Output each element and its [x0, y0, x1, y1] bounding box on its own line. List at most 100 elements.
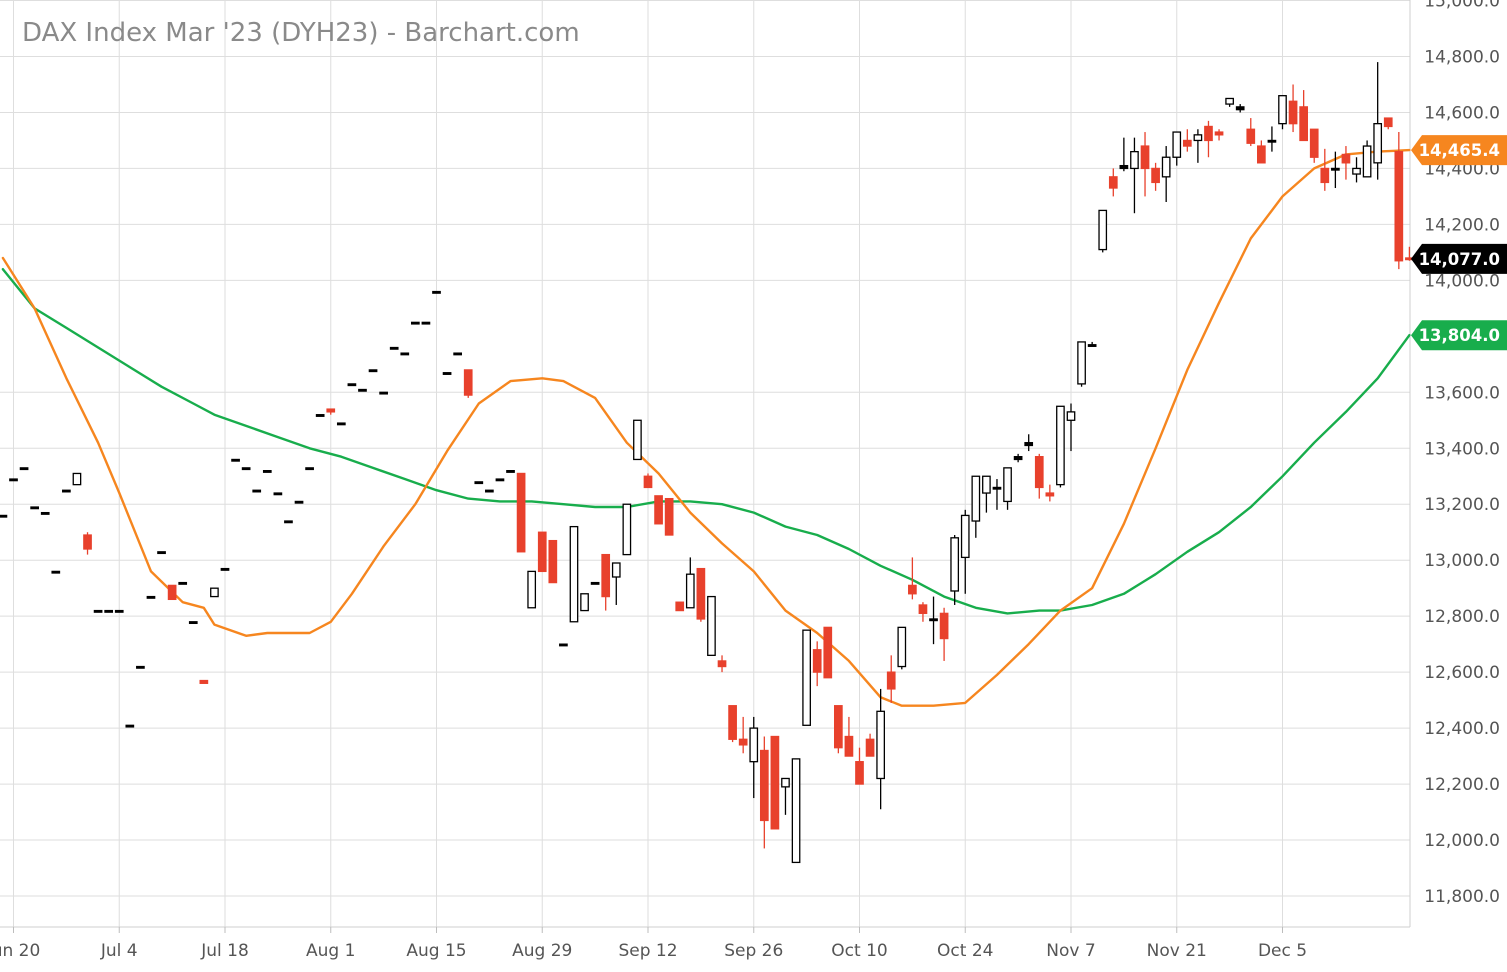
candle — [876, 688, 886, 810]
x-tick-label: Oct 24 — [937, 941, 993, 961]
candle — [749, 716, 759, 799]
candle — [1130, 137, 1139, 214]
candle — [1045, 484, 1055, 502]
candle — [51, 570, 61, 574]
candle — [305, 467, 314, 471]
y-tick-label: 12,800.0 — [1424, 607, 1500, 627]
candle — [1056, 405, 1065, 488]
candle — [506, 470, 515, 473]
y-tick-label: 12,400.0 — [1424, 719, 1500, 739]
candle — [1394, 132, 1404, 270]
chart-title: DAX Index Mar '23 (DYH23) - Barchart.com — [22, 18, 580, 48]
y-tick-label: 13,200.0 — [1424, 495, 1500, 515]
candle — [590, 581, 600, 585]
candle — [696, 567, 706, 622]
candle — [1172, 131, 1182, 166]
candle — [157, 551, 166, 555]
y-tick-label: 14,600.0 — [1424, 103, 1500, 123]
candle — [136, 665, 145, 669]
candle — [421, 321, 431, 325]
candle — [537, 531, 547, 573]
candle — [1278, 95, 1287, 130]
ema-fast-line — [1, 148, 1411, 707]
candle — [1140, 132, 1150, 197]
candle — [1235, 104, 1245, 113]
candle — [358, 388, 367, 392]
candle — [770, 735, 780, 830]
candle — [210, 587, 219, 598]
y-tick-label: 14,800.0 — [1424, 48, 1500, 68]
candle — [252, 489, 262, 493]
x-tick-label: Aug 15 — [406, 941, 466, 961]
candle — [855, 747, 864, 785]
price-tag-label: 14,465.4 — [1419, 141, 1500, 160]
candle — [865, 733, 875, 757]
x-tick-label: Jul 18 — [200, 941, 249, 961]
candle — [1151, 162, 1160, 191]
x-tick-label: Nov 7 — [1046, 941, 1095, 961]
x-tick-label: Jul 4 — [100, 941, 138, 961]
candle — [1024, 434, 1034, 452]
candle — [495, 478, 505, 482]
candle — [707, 595, 716, 656]
candle — [273, 492, 283, 496]
x-tick-label: Sep 12 — [618, 941, 677, 961]
candle — [1246, 118, 1256, 147]
candle — [284, 520, 293, 524]
candle — [759, 736, 769, 849]
candle — [738, 716, 748, 754]
y-tick-label: 12,000.0 — [1424, 831, 1500, 851]
x-tick-label: Jun 20 — [0, 941, 40, 961]
candle — [580, 593, 589, 612]
candle — [199, 679, 209, 684]
x-tick-label: Nov 21 — [1147, 941, 1207, 961]
candle — [929, 596, 938, 645]
candle — [622, 503, 632, 556]
price-tag-label: 13,804.0 — [1419, 326, 1500, 345]
candle — [336, 422, 346, 426]
candle — [178, 581, 188, 585]
candle — [241, 467, 251, 471]
candle — [685, 557, 695, 609]
candle — [1309, 128, 1319, 163]
candle — [643, 473, 653, 489]
candle — [527, 570, 537, 609]
candle — [1098, 209, 1108, 253]
candle — [918, 602, 928, 622]
candle — [908, 557, 917, 600]
candle — [1066, 403, 1076, 452]
candle — [1257, 140, 1266, 164]
candle — [601, 553, 611, 611]
candle — [125, 724, 135, 728]
candle — [379, 391, 388, 395]
y-tick-label: 12,600.0 — [1424, 663, 1500, 683]
y-tick-label: 11,800.0 — [1424, 887, 1500, 907]
candle — [939, 607, 949, 661]
x-tick-label: Sep 26 — [724, 941, 783, 961]
candle — [9, 478, 18, 482]
y-tick-label: 13,400.0 — [1424, 439, 1500, 459]
candle — [960, 509, 970, 594]
candle — [728, 705, 737, 743]
price-tag-last — [1411, 243, 1507, 274]
ema-slow-line — [1, 268, 1411, 615]
price-tag-ema-slow — [1411, 320, 1507, 351]
candle — [1373, 62, 1383, 180]
candle — [1341, 146, 1351, 180]
candle — [1003, 467, 1012, 510]
y-tick-label: 14,000.0 — [1424, 271, 1500, 291]
x-tick-label: Aug 29 — [512, 941, 572, 961]
candle — [1352, 157, 1361, 183]
candle — [1013, 453, 1023, 463]
candle — [569, 525, 579, 623]
price-tag-label: 14,077.0 — [1419, 250, 1500, 269]
candle — [1119, 137, 1129, 172]
candle — [146, 595, 156, 599]
y-tick-label: 12,200.0 — [1424, 775, 1500, 795]
candle — [30, 506, 40, 510]
candle — [812, 641, 822, 687]
candle — [611, 562, 621, 605]
candle — [823, 626, 833, 679]
